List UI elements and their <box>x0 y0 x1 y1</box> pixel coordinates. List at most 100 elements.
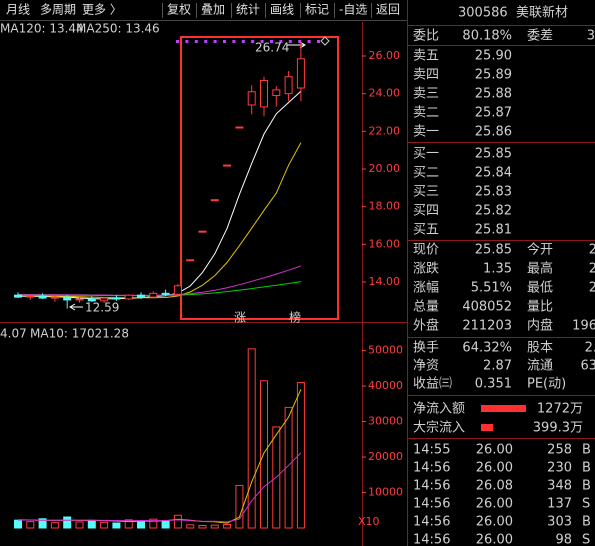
panel-text: 2. <box>585 341 595 356</box>
panel-text: 最低 <box>527 281 553 296</box>
marker-dot <box>270 40 273 43</box>
candle-body <box>210 199 219 202</box>
volume-bar <box>161 520 170 529</box>
y-tick-label: 50000 <box>368 344 403 357</box>
panel-text: 2 <box>589 281 595 296</box>
separators <box>408 25 595 439</box>
marker-dot <box>194 40 198 43</box>
badge: 榜 <box>289 310 301 325</box>
toolbar-button[interactable]: 返回 <box>376 3 400 17</box>
candle-body <box>63 296 72 301</box>
high-label: 26.74 <box>255 41 289 55</box>
stock-name: 美联新材 <box>516 5 568 21</box>
marker-dot <box>176 40 179 43</box>
candle-body <box>38 295 47 299</box>
marker-dot <box>185 40 189 43</box>
marker-dot <box>317 40 320 43</box>
vol-legend: MA10: 17021.28 <box>30 327 129 341</box>
panel-text: 收益㈢ <box>413 377 452 392</box>
trade-volume: 98 <box>555 533 572 546</box>
arrow-head <box>299 41 306 49</box>
marker-dot <box>298 40 302 43</box>
diamond-icon <box>320 36 330 46</box>
panel-text: 买二 <box>413 166 439 181</box>
panel-text: 委差 <box>527 29 553 44</box>
y-tick-label: 18.00 <box>369 200 401 213</box>
flow-value: 399.3万 <box>533 421 583 436</box>
volume-bar <box>149 518 158 529</box>
panel-text: 买三 <box>413 185 439 200</box>
toolbar-button[interactable]: 画线 <box>270 3 294 17</box>
panel-text: 买一 <box>413 147 439 162</box>
panel-text: 2 <box>589 243 595 258</box>
trade-volume: 303 <box>547 515 572 530</box>
panel-text: 25.84 <box>475 166 512 181</box>
candle-body <box>272 89 281 97</box>
panel-text: 流通 <box>527 359 553 374</box>
panel-text: 卖五 <box>413 49 439 64</box>
panel-text: 25.85 <box>475 243 512 258</box>
panel-text: 25.88 <box>475 87 512 102</box>
panel-text: 80.18% <box>462 29 512 44</box>
scale-label: X10 <box>358 515 380 528</box>
panel-text: 涨跌 <box>413 261 439 277</box>
candle-body <box>173 285 182 295</box>
panel-text: 卖一 <box>413 125 439 140</box>
trade-volume: 258 <box>547 443 572 458</box>
panel-text: 卖四 <box>413 68 439 83</box>
marker-dot <box>223 40 226 43</box>
trade-volume: 230 <box>547 461 572 476</box>
panel-text: 25.89 <box>475 68 512 83</box>
candle-body <box>247 91 256 106</box>
toolbar-button[interactable]: 统计 <box>236 3 260 17</box>
trade-price: 26.00 <box>476 533 513 546</box>
panel-text: 外盘 <box>413 318 439 334</box>
candle-body <box>296 58 305 89</box>
panel-text: 196 <box>572 319 595 334</box>
trade-price: 26.08 <box>476 479 513 494</box>
y-tick-label: 40000 <box>368 379 403 392</box>
marker-dot <box>307 40 311 43</box>
volume-bar <box>198 525 207 529</box>
volume-bar <box>235 484 244 529</box>
toolbar-item[interactable]: 更多 〉 <box>82 3 122 17</box>
toolbar-item[interactable]: 月线 <box>6 3 30 17</box>
toolbar-button[interactable]: 复权 <box>167 3 191 17</box>
toolbar-button[interactable]: 标记 <box>305 3 329 17</box>
panel-text: 64.32% <box>462 341 512 356</box>
candle-body <box>186 259 195 262</box>
marker-dot <box>251 40 255 43</box>
flow-label: 净流入额 <box>413 402 465 417</box>
flow-value: 1272万 <box>537 402 583 417</box>
volume-bar <box>260 380 268 529</box>
panel-text: 买五 <box>413 223 439 238</box>
trade-price: 26.00 <box>476 515 513 530</box>
y-tick-label: 26.00 <box>369 49 401 62</box>
panel-text: 卖三 <box>413 87 439 102</box>
panel-text: 3 <box>587 29 595 44</box>
y-tick-label: 24.00 <box>369 87 401 100</box>
candle-body <box>14 294 22 298</box>
trade-price: 26.00 <box>476 443 513 458</box>
panel-text: 408052 <box>462 300 512 315</box>
trade-side: B <box>582 479 591 494</box>
panel-text: 今开 <box>527 242 553 258</box>
candle-body <box>198 230 207 233</box>
toolbar-button[interactable]: -自选 <box>339 3 367 17</box>
panel-text: 总量 <box>413 300 439 315</box>
volume-bar <box>75 521 84 529</box>
trade-side: S <box>582 497 590 512</box>
toolbar-button[interactable]: 叠加 <box>201 3 225 17</box>
panel-text: 换手 <box>413 341 439 356</box>
candle-body <box>149 292 158 298</box>
trade-price: 26.00 <box>476 461 513 476</box>
trade-time: 14:55 <box>413 443 450 458</box>
ma-line <box>17 142 302 299</box>
candle-body <box>124 294 133 300</box>
marker-dot <box>232 40 236 43</box>
toolbar-item[interactable]: 多周期 <box>40 3 76 17</box>
trade-side: B <box>582 461 591 476</box>
candle-body <box>87 298 96 302</box>
highlight-box <box>180 36 339 320</box>
